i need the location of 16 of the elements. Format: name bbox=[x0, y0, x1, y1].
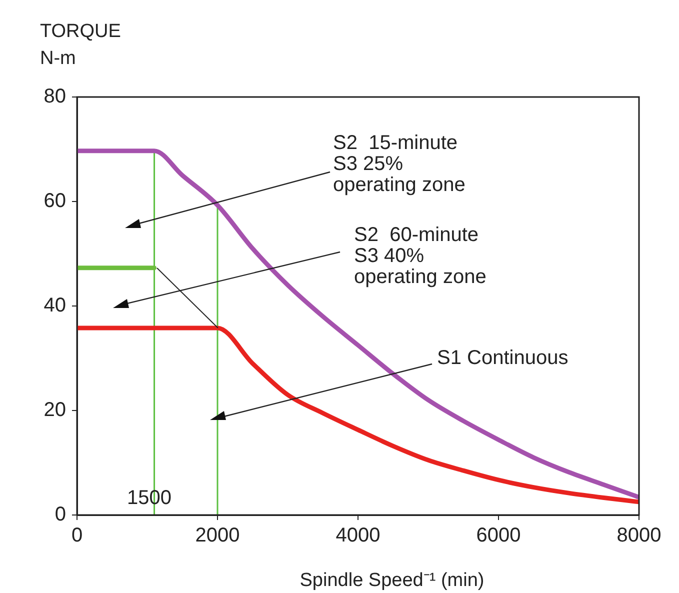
annotation: S2 60-minute S3 40% operating zone bbox=[354, 224, 486, 288]
x-tick-label: 2000 bbox=[195, 524, 240, 547]
x-tick-label: 4000 bbox=[336, 524, 380, 547]
y-tick-label: 0 bbox=[54, 504, 66, 526]
x-tick-label: 6000 bbox=[476, 524, 521, 547]
annotation: S1 Continuous bbox=[437, 347, 568, 369]
y-tick-label: 40 bbox=[44, 294, 66, 317]
y-tick-label: 20 bbox=[44, 399, 66, 422]
x-tick-label: 8000 bbox=[616, 524, 662, 547]
line-series bbox=[77, 326, 639, 504]
y-axis-title: TORQUE N-m bbox=[40, 20, 121, 71]
x-axis-title: Spindle Speed⁻¹ (min) bbox=[298, 569, 486, 592]
annotation: S2 15-minute S3 25% operating zone bbox=[333, 132, 466, 196]
y-tick-label: 60 bbox=[44, 190, 66, 212]
x-tick-label: 0 bbox=[71, 524, 83, 547]
y-tick-label: 80 bbox=[44, 86, 66, 108]
